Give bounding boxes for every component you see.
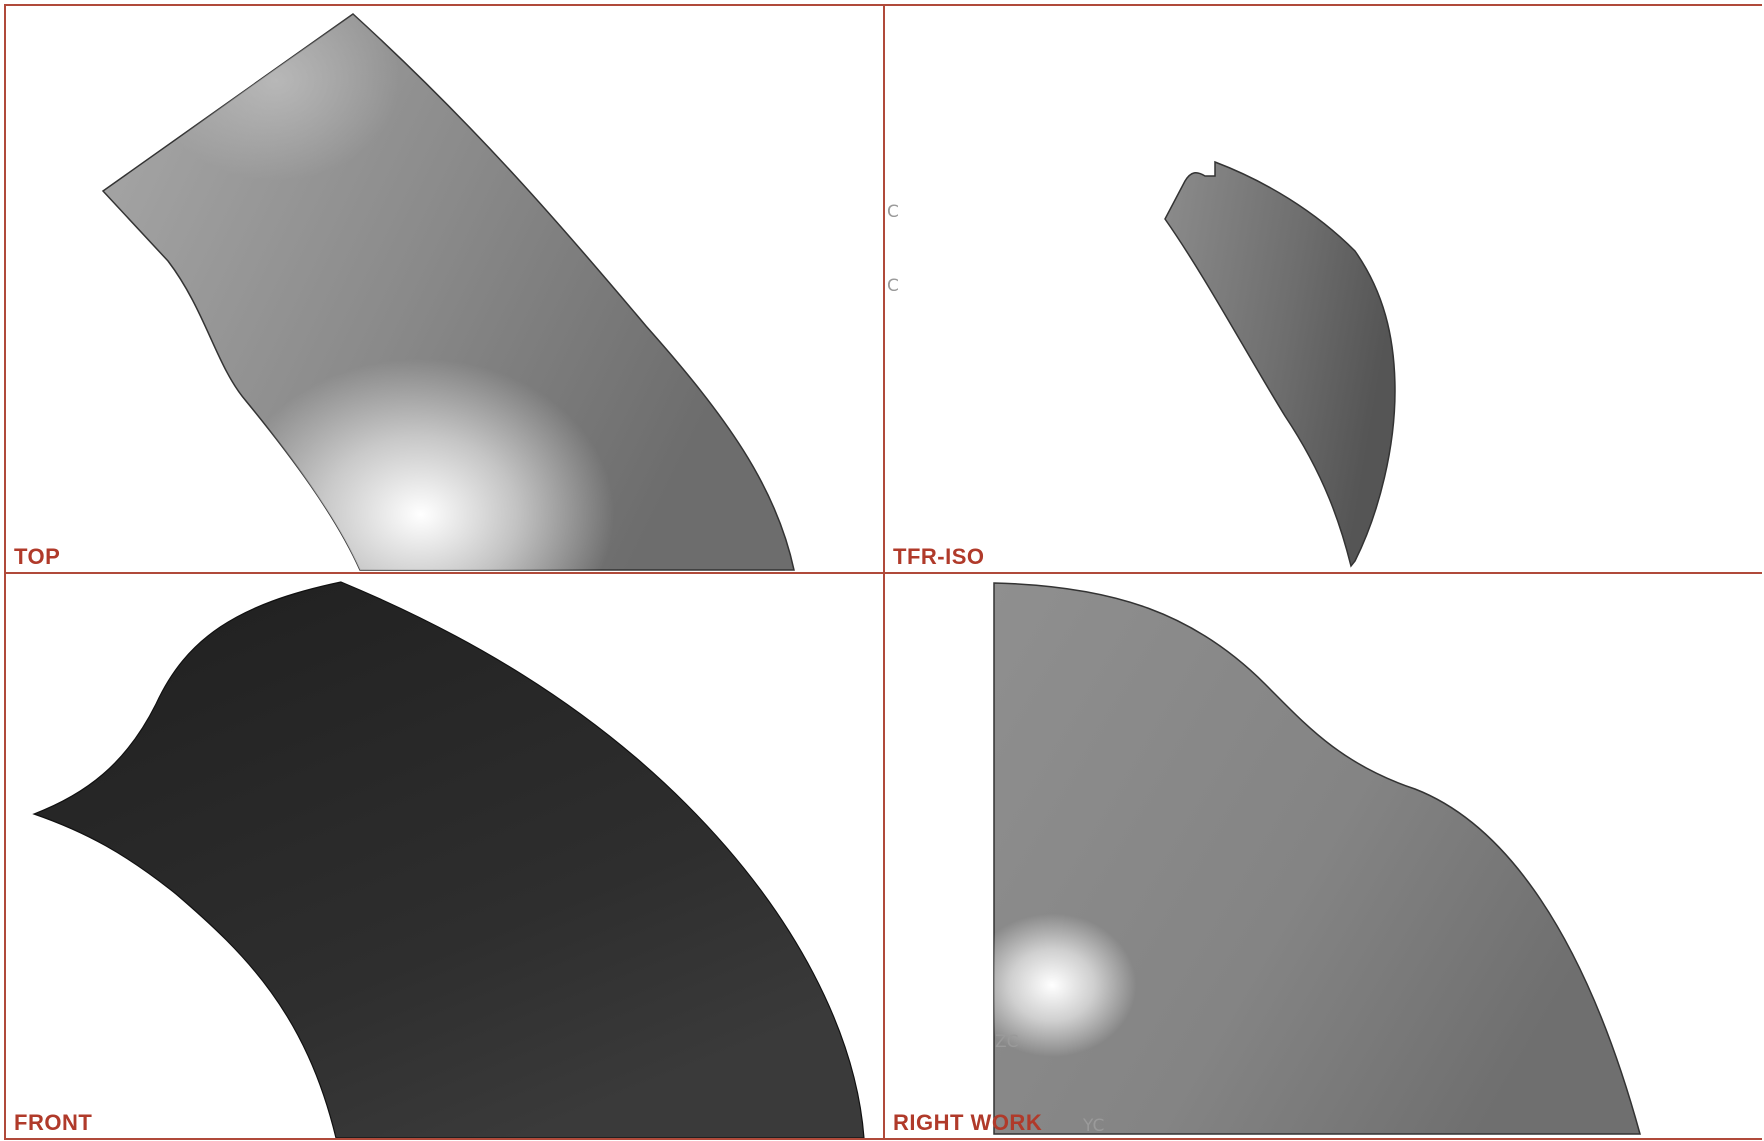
viewport-grid: TOP C C TFR-ISO — [4, 4, 1762, 1140]
viewport-tfr-iso[interactable]: C C TFR-ISO — [885, 6, 1762, 574]
viewport-right-work[interactable]: ZC YC RIGHT WORK — [885, 574, 1762, 1138]
viewport-front[interactable]: FRONT — [6, 574, 885, 1138]
iso-view-surface[interactable] — [885, 6, 1762, 572]
right-view-surface[interactable] — [885, 574, 1762, 1138]
top-view-surface[interactable] — [6, 6, 883, 572]
viewport-top[interactable]: TOP — [6, 6, 885, 574]
front-view-surface[interactable] — [6, 574, 883, 1138]
